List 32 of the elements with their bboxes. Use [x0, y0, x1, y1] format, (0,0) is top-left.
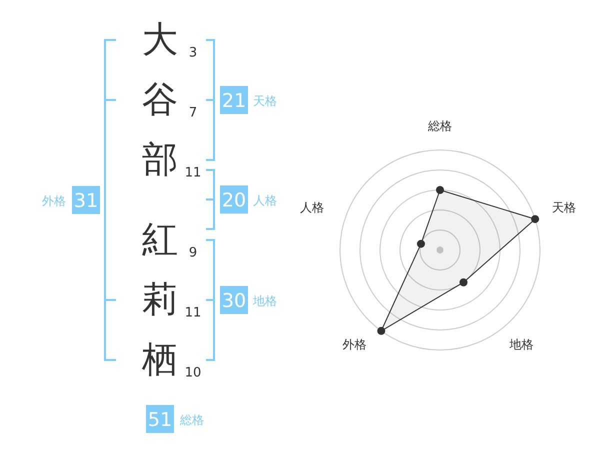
category-label: 莉: [142, 280, 178, 320]
category-label: 人格: [253, 194, 277, 208]
spoke-label: 総格: [427, 119, 452, 133]
spoke-label: 地格: [508, 337, 534, 352]
category-label: 谷: [142, 80, 178, 120]
data-label: 20: [222, 190, 246, 212]
data-label: 10: [184, 366, 202, 380]
category-label: 栖: [141, 340, 178, 380]
data-label: 31: [72, 186, 100, 214]
data-label: 31: [74, 190, 98, 212]
category-label: 天格: [253, 94, 277, 108]
category-label: 総格: [179, 413, 204, 427]
data-label: 11: [184, 306, 202, 320]
data-label: 51: [146, 405, 174, 433]
data-label: 21: [220, 86, 248, 114]
data-label: 9: [188, 246, 198, 260]
spoke-label: 人格: [300, 200, 324, 215]
category-label: 地格: [252, 294, 277, 308]
data-label: 30: [222, 290, 246, 312]
category-label: 部: [142, 140, 178, 180]
data-label: 7: [188, 106, 198, 120]
data-label: 20: [220, 186, 248, 214]
data-label: 51: [148, 409, 172, 431]
spoke-label: 天格: [552, 200, 576, 215]
data-label: 30: [220, 286, 248, 314]
category-label: 外格: [42, 194, 66, 208]
spoke-label: 外格: [342, 337, 367, 352]
data-label: 11: [184, 166, 202, 180]
category-label: 大: [142, 20, 178, 60]
data-label: 3: [188, 46, 198, 60]
data-label: 21: [222, 90, 246, 112]
category-label: 紅: [142, 220, 178, 260]
